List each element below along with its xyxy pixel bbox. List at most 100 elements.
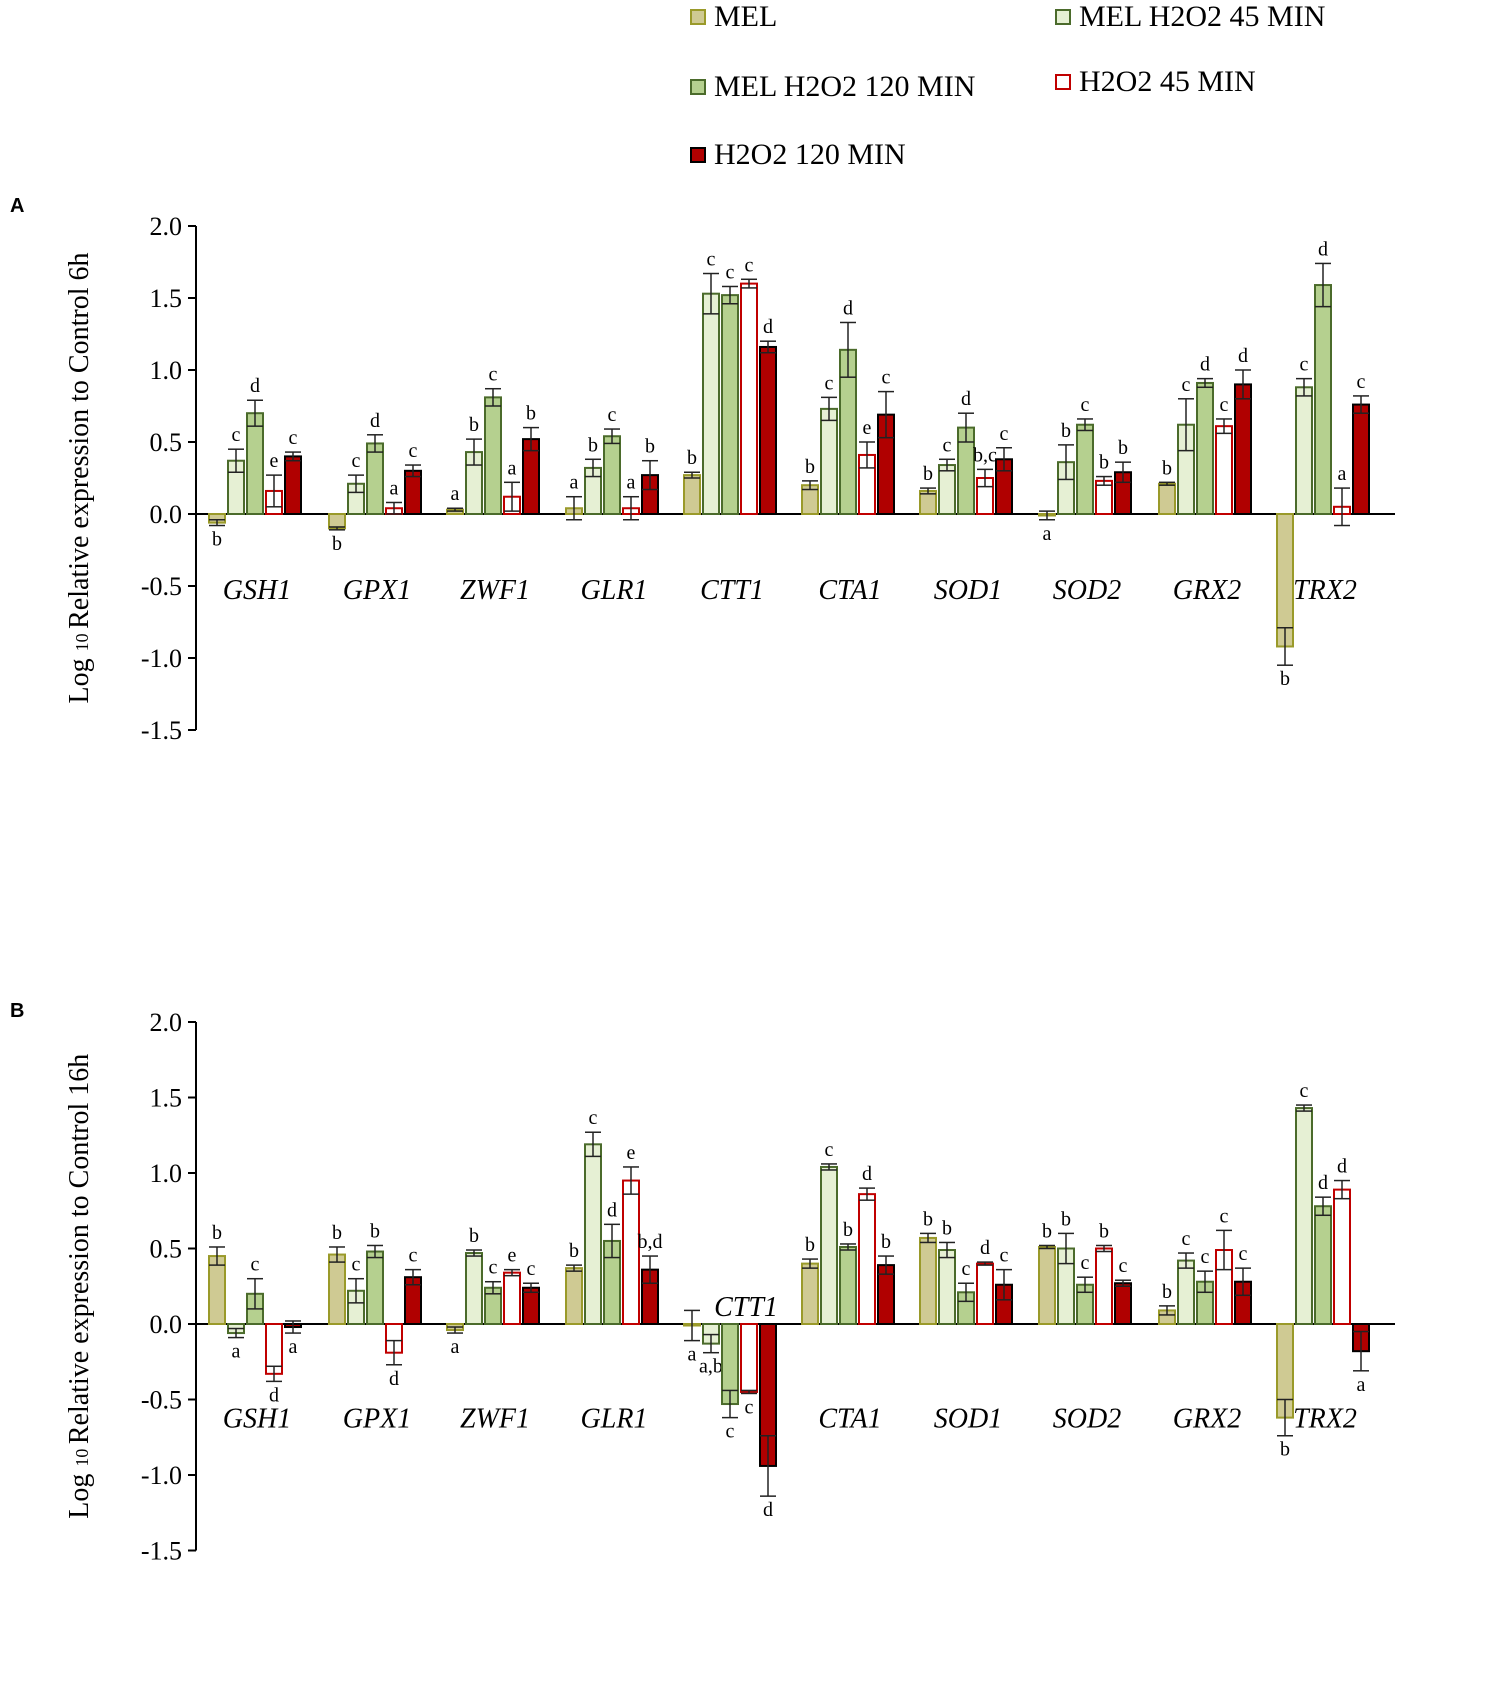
significance-letter: c	[409, 440, 418, 462]
bar	[1038, 1245, 1056, 1325]
y-tick-label: 1.0	[150, 1159, 183, 1188]
significance-letter: a	[508, 457, 517, 479]
significance-letter: c	[251, 1254, 260, 1276]
significance-letter: c	[608, 404, 617, 426]
bar	[584, 1143, 602, 1326]
significance-letter: c	[589, 1107, 598, 1129]
significance-letter: c	[726, 1421, 735, 1443]
significance-letter: c	[726, 261, 735, 283]
significance-letter: d	[1318, 238, 1328, 260]
significance-letter: c	[1119, 1255, 1128, 1277]
y-tick-label: 0.5	[150, 428, 183, 457]
significance-letter: b	[1280, 1439, 1290, 1461]
bar	[1352, 403, 1370, 515]
significance-letter: c	[352, 1254, 361, 1276]
significance-letter: e	[627, 1142, 636, 1164]
bar	[683, 474, 701, 515]
bar	[284, 455, 302, 515]
category-label: TRX2	[1293, 575, 1357, 606]
y-tick-label: -1.0	[141, 644, 182, 673]
significance-letter: c	[232, 424, 241, 446]
bar	[565, 1267, 583, 1326]
significance-letter: d	[1200, 354, 1210, 376]
bar	[366, 442, 384, 515]
bar	[328, 1253, 346, 1326]
significance-letter: d	[763, 1499, 773, 1521]
significance-letter: e	[863, 417, 872, 439]
category-label: ZWF1	[460, 1404, 530, 1435]
significance-letter: c	[1239, 1243, 1248, 1265]
significance-letter: b	[569, 1240, 579, 1262]
significance-letter: a	[1043, 523, 1052, 545]
category-label: SOD1	[934, 1404, 1002, 1435]
category-label: GRX2	[1173, 575, 1241, 606]
significance-letter: b	[1162, 457, 1172, 479]
y-tick-label: 1.5	[150, 284, 183, 313]
significance-letter: c	[1300, 1080, 1309, 1102]
bar	[839, 1245, 857, 1325]
y-tick-label: 0.5	[150, 1235, 183, 1264]
significance-letter: b,c	[973, 444, 997, 466]
significance-letter: c	[745, 1396, 754, 1418]
bar	[801, 1262, 819, 1325]
category-label: TRX2	[1293, 1404, 1357, 1435]
significance-letter: b	[332, 1222, 342, 1244]
significance-letter: c	[1220, 394, 1229, 416]
significance-letter: b	[588, 434, 598, 456]
legend-item-h2o2-120: H2O2 120 MIN	[690, 138, 906, 172]
panel-b: 2.0 1.5 1.0 0.5 0.0 -0.5 -1.0 -1.5 Log 10 Relati…	[64, 1008, 1395, 1566]
significance-letter: d	[1318, 1172, 1328, 1194]
significance-letter: b	[805, 456, 815, 478]
bar	[976, 1262, 994, 1325]
significance-letter: a	[570, 472, 579, 494]
significance-letter: c	[1182, 374, 1191, 396]
significance-letter: a	[232, 1341, 241, 1363]
y-tick-label: -1.0	[141, 1461, 182, 1490]
bar	[1196, 381, 1214, 515]
bar	[1314, 284, 1332, 516]
significance-letter: e	[270, 450, 279, 472]
y-tick-label: 1.5	[150, 1084, 183, 1113]
significance-letter: c	[489, 1257, 498, 1279]
bar	[366, 1250, 384, 1326]
bar	[919, 1236, 937, 1326]
significance-letter: b	[645, 436, 655, 458]
significance-letter: b	[1042, 1220, 1052, 1242]
legend-label: MEL	[714, 0, 778, 33]
y-tick-label: 0.0	[150, 1310, 183, 1339]
category-label: ZWF1	[460, 575, 530, 606]
significance-letter: d	[269, 1384, 279, 1406]
legend-label: MEL H2O2 120 MIN	[714, 70, 976, 103]
significance-letter: c	[1220, 1205, 1229, 1227]
significance-letter: d	[980, 1237, 990, 1259]
bar	[721, 294, 739, 515]
panel-label-b: B	[10, 1000, 25, 1022]
significance-letter: b	[469, 414, 479, 436]
bar	[820, 1165, 838, 1325]
bar	[1314, 1205, 1332, 1325]
bar	[208, 1255, 226, 1326]
significance-letter: b	[805, 1234, 815, 1256]
legend-swatch	[1055, 74, 1071, 90]
y-tick-label: 2.0	[150, 1008, 183, 1037]
bar	[465, 1252, 483, 1326]
bar	[740, 282, 758, 515]
legend-swatch	[690, 147, 706, 163]
bar	[484, 396, 502, 515]
significance-letter: a	[1338, 463, 1347, 485]
bar	[1276, 513, 1294, 648]
bar	[1215, 425, 1233, 515]
bar	[522, 1286, 540, 1326]
category-label: SOD2	[1053, 575, 1121, 606]
bar	[503, 1271, 521, 1326]
significance-letter: a	[451, 483, 460, 505]
significance-letter: c	[707, 249, 716, 271]
significance-letter: d	[250, 375, 260, 397]
significance-letter: c	[1081, 1252, 1090, 1274]
bar	[820, 407, 838, 516]
legend-item-mel-h2o2-45: MEL H2O2 45 MIN	[1055, 0, 1325, 34]
category-label: SOD2	[1053, 1404, 1121, 1435]
category-label: GPX1	[343, 575, 411, 606]
